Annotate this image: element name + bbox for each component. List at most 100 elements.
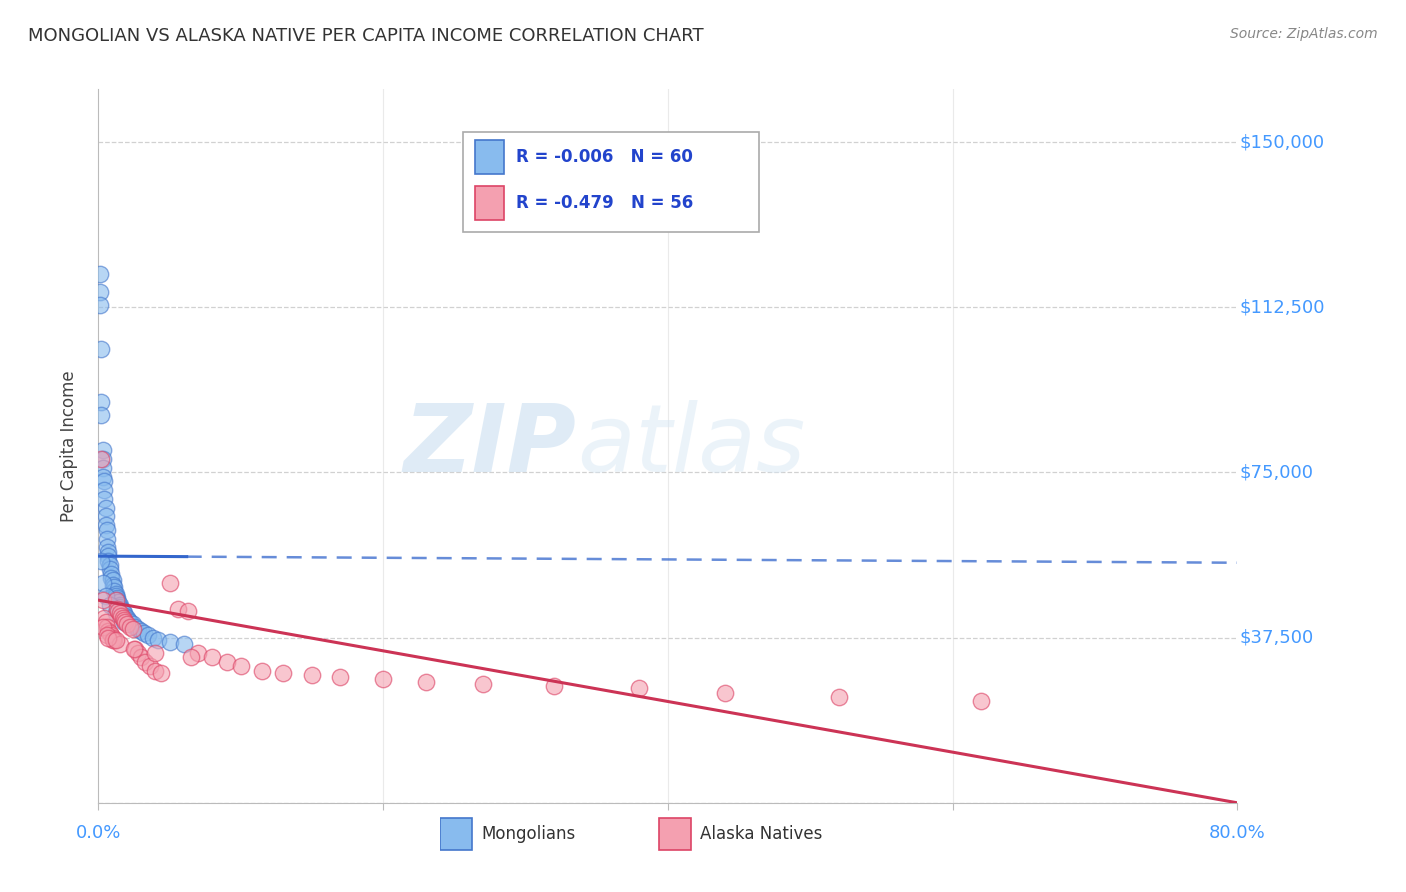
Point (90, 408, 112, 422)
Point (134, 655, 156, 669)
Point (98, 598, 121, 612)
Point (124, 619, 146, 633)
Point (118, 615, 141, 630)
Point (180, 650, 202, 665)
Point (110, 602, 132, 616)
Point (107, 604, 129, 618)
Point (91, 593, 114, 607)
Text: R = -0.479   N = 56: R = -0.479 N = 56 (516, 194, 693, 212)
Text: $37,500: $37,500 (1240, 629, 1313, 647)
Point (90, 452, 112, 467)
Point (100, 571, 122, 585)
Point (98, 562, 121, 576)
Point (112, 615, 135, 630)
Point (136, 628, 159, 642)
Bar (659, 819, 690, 849)
Point (94, 589, 117, 603)
Text: Alaska Natives: Alaska Natives (700, 825, 823, 843)
Text: 80.0%: 80.0% (1209, 824, 1265, 842)
Point (201, 650, 224, 665)
Point (96, 532, 118, 546)
Point (107, 595, 129, 609)
Point (415, 674, 437, 689)
Point (97, 545, 120, 559)
Text: R = -0.006   N = 60: R = -0.006 N = 60 (516, 148, 693, 166)
Point (98, 626, 121, 640)
Point (129, 650, 152, 665)
Point (187, 646, 209, 660)
Point (329, 670, 352, 684)
Y-axis label: Per Capita Income: Per Capita Income (59, 370, 77, 522)
Point (104, 589, 127, 603)
Point (89, 298, 111, 312)
Point (112, 607, 135, 621)
Point (159, 635, 181, 649)
Point (90, 395, 112, 409)
Point (101, 632, 124, 647)
Point (96, 619, 118, 633)
Point (105, 602, 128, 616)
Point (89, 285, 111, 299)
Text: Source: ZipAtlas.com: Source: ZipAtlas.com (1230, 27, 1378, 41)
Point (90, 342, 112, 356)
Point (112, 613, 135, 627)
Point (97, 553, 120, 567)
Point (828, 690, 851, 704)
Bar (475, 186, 505, 220)
Point (108, 599, 131, 614)
Point (145, 664, 167, 678)
Point (93, 611, 115, 625)
Point (167, 602, 190, 616)
Point (373, 673, 395, 687)
Point (148, 632, 170, 647)
Point (93, 491, 115, 506)
Point (104, 632, 127, 647)
Bar (440, 819, 472, 849)
Point (159, 575, 181, 590)
Point (111, 604, 134, 618)
Point (543, 679, 565, 693)
Point (110, 608, 132, 623)
Point (118, 619, 141, 633)
Point (127, 646, 149, 660)
Point (103, 580, 125, 594)
Point (714, 686, 737, 700)
Point (96, 541, 118, 555)
Point (97, 624, 120, 638)
Point (970, 694, 993, 708)
Point (177, 604, 200, 618)
Point (91, 470, 114, 484)
Point (108, 607, 131, 621)
Point (132, 626, 155, 640)
Point (114, 608, 136, 623)
Bar (475, 140, 505, 174)
Point (121, 617, 143, 632)
Point (91, 619, 114, 633)
Point (111, 611, 134, 625)
Point (97, 549, 120, 563)
Point (108, 637, 131, 651)
Point (96, 628, 118, 642)
Point (115, 611, 138, 625)
Point (173, 637, 195, 651)
FancyBboxPatch shape (463, 132, 759, 232)
Point (98, 558, 121, 572)
Point (93, 483, 115, 497)
Point (124, 641, 146, 656)
Point (141, 631, 163, 645)
Point (91, 452, 114, 467)
Point (108, 598, 131, 612)
Point (94, 615, 117, 630)
Point (105, 591, 128, 605)
Point (215, 655, 238, 669)
Point (100, 628, 122, 642)
Point (273, 665, 295, 680)
Point (150, 665, 173, 680)
Point (145, 646, 167, 660)
Point (91, 575, 114, 590)
Point (115, 617, 138, 632)
Point (103, 632, 125, 647)
Point (114, 615, 136, 630)
Point (138, 659, 160, 673)
Point (90, 553, 112, 567)
